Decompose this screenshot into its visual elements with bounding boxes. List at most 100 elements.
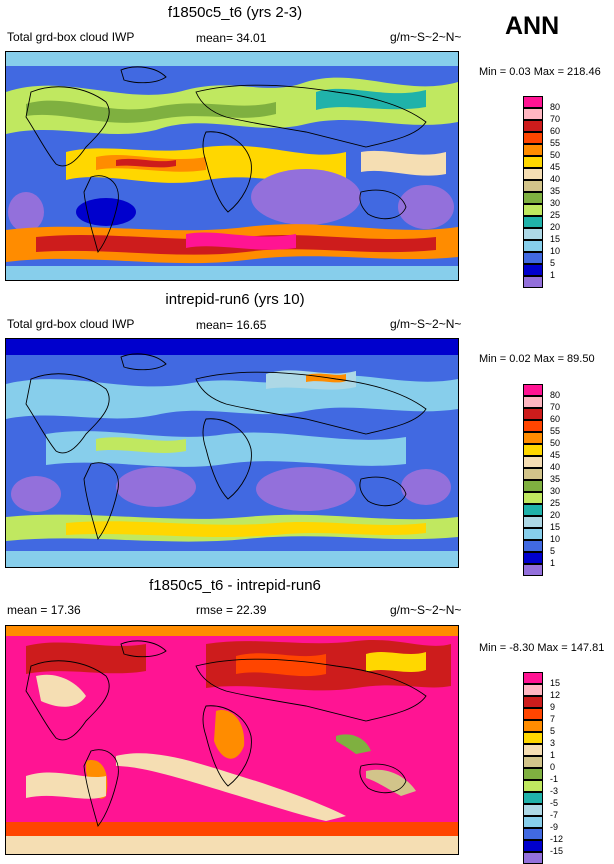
panel-2-colorbar-swatch (523, 468, 543, 480)
panel-3-colorbar-label: -9 (550, 822, 559, 832)
panel-3-colorbar-swatch (523, 744, 543, 756)
panel-2-variable-label: Total grd-box cloud IWP (7, 317, 135, 331)
panel-2-colorbar-swatch (523, 420, 543, 432)
panel-1-colorbar-label: 80 (550, 102, 561, 112)
panel-1-colorbar-swatch (523, 276, 543, 288)
panel-3-colorbar-swatch (523, 732, 543, 744)
panel-3-colorbar-label: 12 (550, 690, 561, 700)
panel-2-colorbar-label: 55 (550, 426, 561, 436)
panel-1-colorbar-swatch (523, 132, 543, 144)
panel-1-mean-label: mean= 34.01 (196, 31, 267, 45)
panel-3-colorbar-swatch (523, 696, 543, 708)
panel-1-colorbar-label: 25 (550, 210, 561, 220)
panel-3-colorbar-swatch (523, 792, 543, 804)
panel-2-colorbar-label: 20 (550, 510, 561, 520)
panel-1-colorbar-swatch (523, 156, 543, 168)
panel-1-colorbar-swatch (523, 264, 543, 276)
panel-2-colorbar-label: 60 (550, 414, 561, 424)
panel-2-colorbar-swatch (523, 432, 543, 444)
panel-2-colorbar-label: 35 (550, 474, 561, 484)
panel-2-colorbar-swatch (523, 552, 543, 564)
panel-2-mean-label: mean= 16.65 (196, 318, 267, 332)
panel-2-colorbar-swatch (523, 480, 543, 492)
panel-3-title: f1850c5_t6 - intrepid-run6 (149, 577, 321, 594)
panel-3-colorbar-label: -1 (550, 774, 559, 784)
panel-1-colorbar-swatch (523, 108, 543, 120)
panel-1-colorbar-label: 1 (550, 270, 556, 280)
panel-2-map (5, 338, 459, 568)
panel-3-colorbar-swatch (523, 804, 543, 816)
panel-1-colorbar-swatch (523, 120, 543, 132)
panel-3-rmse-label: rmse = 22.39 (196, 603, 267, 617)
panel-2-colorbar-label: 50 (550, 438, 561, 448)
panel-2-colorbar-label: 45 (550, 450, 561, 460)
panel-3-colorbar-label: 9 (550, 702, 556, 712)
panel-3-colorbar-label: -7 (550, 810, 559, 820)
panel-3-colorbar-label: 15 (550, 678, 561, 688)
panel-1-colorbar-label: 70 (550, 114, 561, 124)
panel-3-colorbar-label: 1 (550, 750, 556, 760)
panel-2-colorbar-label: 1 (550, 558, 556, 568)
panel-3-colorbar-swatch (523, 780, 543, 792)
panel-3-colorbar-swatch (523, 708, 543, 720)
panel-1-minmax-label: Min = 0.03 Max = 218.46 (479, 66, 601, 78)
panel-2-map-field (6, 339, 458, 567)
panel-1-colorbar-swatch (523, 96, 543, 108)
panel-1-title: f1850c5_t6 (yrs 2-3) (167, 4, 303, 21)
panel-1-colorbar-swatch (523, 252, 543, 264)
panel-2-colorbar-label: 70 (550, 402, 561, 412)
panel-1-colorbar-label: 60 (550, 126, 561, 136)
panel-2-minmax-label: Min = 0.02 Max = 89.50 (479, 353, 595, 365)
panel-1-colorbar-swatch (523, 216, 543, 228)
panel-3-colorbar-label: -12 (550, 834, 564, 844)
panel-1-colorbar-swatch (523, 168, 543, 180)
panel-1-colorbar-swatch (523, 240, 543, 252)
panel-1-map-field (6, 52, 458, 280)
panel-2-colorbar-swatch (523, 564, 543, 576)
panel-1-colorbar-label: 45 (550, 162, 561, 172)
panel-3-map (5, 625, 459, 855)
panel-3-map-field (6, 626, 458, 854)
panel-1-colorbar-label: 35 (550, 186, 561, 196)
panel-3-colorbar: 15 12 9 7 5 3 1 0 -1 -3 -5 -7 -9 -12 -15 (523, 672, 563, 864)
panel-3-colorbar-label: 3 (550, 738, 556, 748)
panel-1-colorbar-label: 55 (550, 138, 561, 148)
panel-1-units-label: g/m~S~2~N~ (390, 30, 462, 44)
panel-1-colorbar-swatch (523, 204, 543, 216)
panel-1-colorbar-label: 5 (550, 258, 556, 268)
panel-1-colorbar-label: 15 (550, 234, 561, 244)
panel-2-colorbar-swatch (523, 492, 543, 504)
panel-2-colorbar-swatch (523, 528, 543, 540)
panel-3-minmax-label: Min = -8.30 Max = 147.81 (479, 642, 605, 654)
panel-3-colorbar-label: 0 (550, 762, 556, 772)
panel-2-colorbar: 80 70 60 55 50 45 40 35 30 25 20 15 10 5… (523, 384, 560, 576)
panel-2-colorbar-swatch (523, 396, 543, 408)
panel-1-colorbar: 80 70 60 55 50 45 40 35 30 25 20 15 10 5… (523, 96, 560, 288)
panel-2-colorbar-swatch (523, 444, 543, 456)
panel-3-colorbar-swatch (523, 816, 543, 828)
panel-1-colorbar-swatch (523, 144, 543, 156)
panel-1-colorbar-label: 20 (550, 222, 561, 232)
panel-2-colorbar-swatch (523, 456, 543, 468)
panel-1-colorbar-label: 40 (550, 174, 561, 184)
panel-1-colorbar-swatch (523, 180, 543, 192)
panel-2-colorbar-label: 40 (550, 462, 561, 472)
panel-2-colorbar-swatch (523, 504, 543, 516)
panel-2-colorbar-swatch (523, 540, 543, 552)
panel-1-map (5, 51, 459, 281)
panel-3-units-label: g/m~S~2~N~ (390, 603, 462, 617)
panel-1-colorbar-label: 30 (550, 198, 561, 208)
panel-3-colorbar-swatch (523, 684, 543, 696)
panel-2-colorbar-label: 80 (550, 390, 561, 400)
panel-3-colorbar-swatch (523, 852, 543, 864)
panel-1-colorbar-label: 10 (550, 246, 561, 256)
panel-2-colorbar-swatch (523, 408, 543, 420)
season-label: ANN (505, 12, 560, 40)
panel-1-colorbar-swatch (523, 192, 543, 204)
panel-3-colorbar-label: 7 (550, 714, 556, 724)
panel-2-colorbar-label: 15 (550, 522, 561, 532)
panel-3-colorbar-swatch (523, 768, 543, 780)
panel-2-units-label: g/m~S~2~N~ (390, 317, 462, 331)
panel-2-colorbar-label: 30 (550, 486, 561, 496)
panel-1-colorbar-label: 50 (550, 150, 561, 160)
